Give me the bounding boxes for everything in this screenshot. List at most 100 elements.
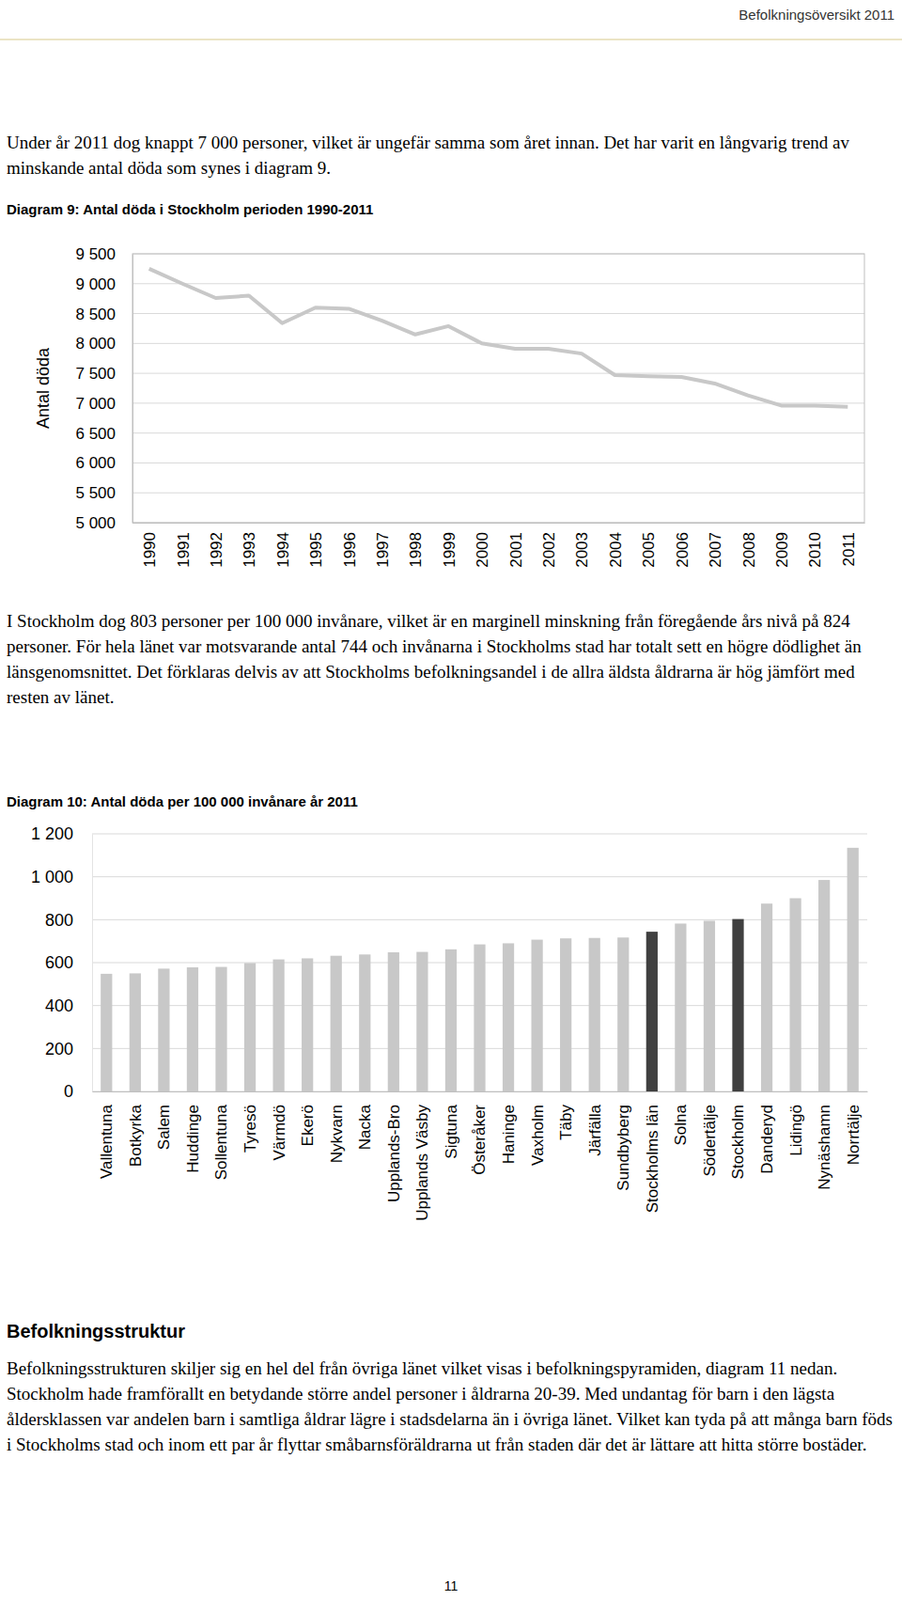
y-tick: 9 000 [75,275,133,294]
y-tick-label: 7 500 [75,364,116,383]
x-tick-label: 2008 [740,531,759,568]
y-tick: 6 000 [75,453,133,472]
bar [301,957,313,1091]
x-tick-label: 1998 [406,531,425,568]
x-tick-label: Nykvarn [327,1104,346,1163]
bar [674,922,686,1091]
x-tick-label: Stockholm [729,1104,747,1179]
x-tick-label: Solna [671,1103,690,1145]
x-tick: 1997 [373,522,392,568]
bar [100,973,112,1091]
y-tick: 600 [45,952,93,972]
grid-line [92,875,868,877]
x-tick-label: 2003 [573,531,591,568]
bar [790,898,802,1092]
body-paragraph: I Stockholm dog 803 personer per 100 000… [6,607,895,710]
x-tick: Värmdö [270,1090,289,1161]
x-tick: Danderyd [758,1090,777,1174]
x-tick: Solna [671,1090,690,1145]
x-tick: 2005 [639,522,658,568]
grid-line [92,833,868,835]
bar [215,966,227,1091]
x-tick: Södertälje [700,1090,719,1177]
x-tick: 1994 [274,522,293,568]
y-tick: 8 000 [75,334,133,353]
x-tick: 2006 [673,522,692,568]
x-tick: Järfälla [586,1090,605,1156]
x-tick: Nynäshamn [815,1090,834,1190]
x-tick: Huddinge [184,1090,203,1173]
x-axis-line [93,1090,869,1092]
y-tick: 1 200 [31,824,93,843]
y-tick: 5 000 [75,513,133,532]
x-tick-label: Nacka [356,1103,374,1150]
chart-title: Diagram 9: Antal döda i Stockholm period… [6,201,374,218]
x-tick: 2002 [540,522,559,568]
bar [273,959,285,1091]
section-paragraph: Befolkningsstrukturen skiljer sig en hel… [6,1354,895,1457]
x-tick-label: 1992 [207,531,226,568]
x-tick: Upplands Väsby [413,1090,432,1221]
x-tick: Stockholms län [643,1090,662,1213]
y-tick-label: 6 000 [75,453,116,472]
bar [416,951,428,1091]
x-tick-label: 2002 [540,531,559,568]
x-tick-label: Sollentuna [212,1103,231,1180]
y-tick: 8 500 [75,304,133,323]
x-tick-label: 2006 [673,531,692,568]
x-tick: Vallentuna [97,1090,116,1179]
grid-line [132,492,865,494]
x-tick-label: Sigtuna [442,1103,461,1158]
x-tick-label: Stockholms län [643,1104,662,1213]
y-tick-label: 400 [45,995,74,1015]
x-tick-label: Järfälla [586,1103,605,1155]
y-tick: 9 500 [75,245,133,264]
y-tick-label: 7 000 [75,394,116,413]
y-tick-label: 8 000 [75,334,116,353]
y-tick-label: 600 [45,952,74,972]
grid-line [132,462,865,464]
x-tick: Sollentuna [212,1090,231,1180]
line-chart: 5 000 5 500 6 000 6 500 7 000 7 500 8 000 8 500… [75,245,865,568]
x-tick-label: Tyresö [241,1104,260,1152]
x-tick: Täby [557,1090,576,1140]
y-tick: 1 000 [31,867,93,887]
header-rule [0,39,902,41]
bar [244,962,256,1091]
grid-line [132,282,865,284]
x-tick: 2001 [507,522,526,568]
grid-line [132,342,865,344]
bar [330,955,343,1091]
x-tick: Nacka [356,1090,374,1150]
x-tick-label: 1996 [341,531,359,568]
grid-line [132,432,865,434]
x-tick-label: 1995 [307,531,326,568]
plot-frame [132,253,865,523]
x-tick-label: Upplands-Bro [385,1104,404,1202]
x-tick: 1999 [440,522,459,568]
bar [502,942,514,1091]
y-axis-title: Antal döda [33,346,53,429]
y-tick-label: 6 500 [75,424,116,443]
x-tick: 1996 [341,522,359,568]
x-tick-label: Österåker [470,1104,489,1175]
x-tick-label: Täby [557,1104,576,1140]
grid-line [132,402,865,404]
x-tick-label: 2007 [706,531,725,568]
x-tick: 2003 [573,522,591,568]
bar [589,937,601,1091]
section-heading: Befolkningsstruktur [6,1318,895,1344]
x-tick-label: Botkyrka [126,1103,145,1167]
chart-title: Diagram 10: Antal döda per 100 000 invån… [6,793,358,809]
y-tick-label: 5 500 [75,483,116,502]
bar-chart: 02004006008001 0001 200VallentunaBotkyrk… [31,824,869,1221]
x-tick-label: Värmdö [270,1104,289,1161]
x-tick: Sigtuna [442,1090,461,1159]
y-tick: 7 500 [75,364,133,383]
bar [445,948,457,1091]
intro-paragraph: Under år 2011 dog knappt 7 000 personer,… [6,129,895,181]
x-tick: Ekerö [298,1090,317,1146]
x-tick: 2009 [773,522,792,568]
x-tick: 2004 [606,522,625,568]
y-tick-label: 1 200 [31,824,74,843]
